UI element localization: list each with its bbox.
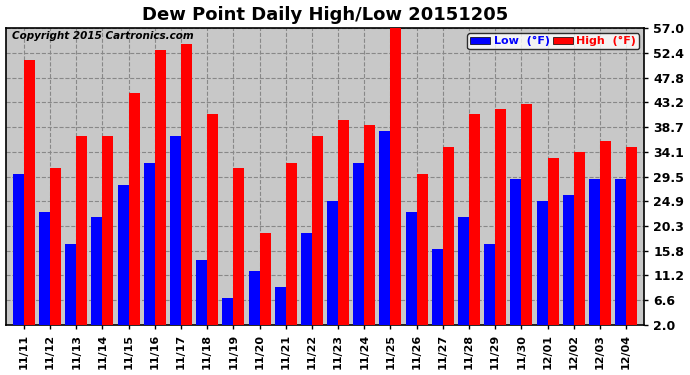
Bar (458, 217, 469, 336)
Bar (548, 158, 558, 336)
Bar (391, 28, 402, 336)
Bar (626, 147, 637, 336)
Bar (495, 109, 506, 336)
Bar (615, 179, 626, 336)
Bar (13, 174, 24, 336)
Bar (92, 217, 102, 336)
Bar (181, 44, 192, 336)
Bar (39, 211, 50, 336)
Bar (353, 163, 364, 336)
Bar (563, 195, 573, 336)
Bar (155, 50, 166, 336)
Bar (66, 244, 77, 336)
Bar (537, 201, 548, 336)
Bar (301, 233, 312, 336)
Bar (128, 93, 139, 336)
Bar (144, 163, 155, 336)
Bar (170, 136, 181, 336)
Bar (117, 184, 128, 336)
Bar (207, 114, 218, 336)
Bar (77, 136, 87, 336)
Bar (406, 211, 417, 336)
Bar (443, 147, 454, 336)
Bar (589, 179, 600, 336)
Bar (338, 120, 349, 336)
Bar (600, 141, 611, 336)
Bar (102, 136, 113, 336)
Bar (380, 130, 391, 336)
Bar (233, 168, 244, 336)
Legend: Low  (°F), High  (°F): Low (°F), High (°F) (467, 33, 639, 49)
Bar (222, 298, 233, 336)
Bar (275, 287, 286, 336)
Bar (248, 271, 259, 336)
Bar (259, 233, 270, 336)
Bar (432, 249, 443, 336)
Bar (24, 60, 35, 336)
Bar (522, 104, 533, 336)
Bar (50, 168, 61, 336)
Bar (511, 179, 522, 336)
Bar (312, 136, 323, 336)
Bar (196, 260, 207, 336)
Bar (327, 201, 338, 336)
Text: Copyright 2015 Cartronics.com: Copyright 2015 Cartronics.com (12, 31, 194, 41)
Bar (469, 114, 480, 336)
Bar (484, 244, 495, 336)
Bar (573, 152, 584, 336)
Bar (417, 174, 428, 336)
Title: Dew Point Daily High/Low 20151205: Dew Point Daily High/Low 20151205 (142, 6, 508, 24)
Bar (364, 125, 375, 336)
Bar (286, 163, 297, 336)
